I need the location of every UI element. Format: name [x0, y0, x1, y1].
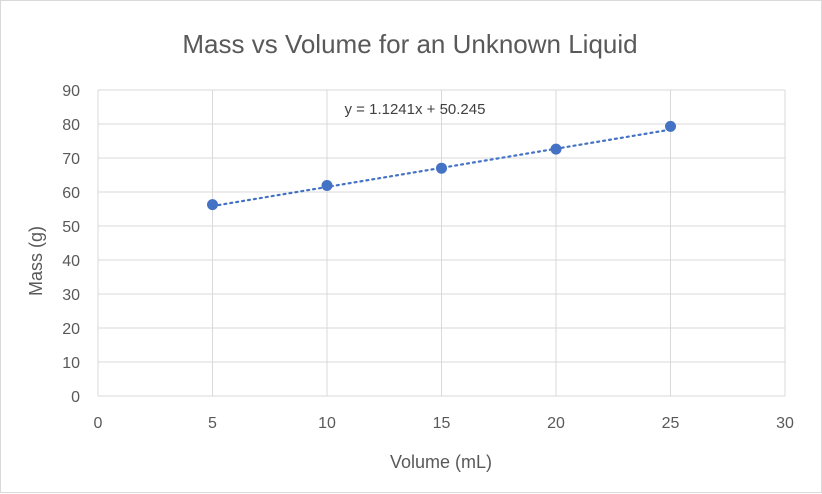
data-point	[436, 162, 447, 174]
x-tick-label: 30	[776, 415, 794, 432]
x-tick-label: 20	[547, 415, 565, 432]
gridlines	[97, 89, 786, 397]
chart-title: Mass vs Volume for an Unknown Liquid	[182, 29, 637, 59]
tick-labels: 0 10 20 30 40 50 60 70 80 90 0 5 10 15 20 25 30	[62, 83, 794, 432]
data-point	[550, 143, 562, 155]
y-tick-label: 80	[62, 117, 80, 134]
y-tick-label: 0	[71, 389, 80, 406]
x-tick-label: 25	[662, 415, 680, 432]
y-tick-label: 90	[62, 83, 80, 100]
y-tick-label: 40	[62, 253, 80, 270]
data-points	[207, 120, 676, 211]
x-tick-label: 0	[94, 415, 103, 432]
trendline-group	[211, 128, 672, 208]
y-tick-label: 30	[62, 287, 80, 304]
y-tick-label: 60	[62, 185, 80, 202]
x-tick-label: 15	[433, 415, 451, 432]
y-tick-label: 20	[62, 321, 80, 338]
x-axis-title: Volume (mL)	[390, 452, 492, 472]
trendline	[211, 128, 672, 208]
trendline-equation: y = 1.1241x + 50.245	[345, 101, 486, 118]
x-tick-label: 10	[318, 415, 336, 432]
y-tick-label: 70	[62, 151, 80, 168]
y-axis-title: Mass (g)	[26, 226, 46, 296]
data-point	[665, 120, 676, 132]
y-tick-label: 10	[62, 355, 80, 372]
x-tick-label: 5	[208, 415, 217, 432]
y-tick-label: 50	[62, 219, 80, 236]
data-point	[321, 180, 333, 192]
data-point	[207, 199, 218, 211]
